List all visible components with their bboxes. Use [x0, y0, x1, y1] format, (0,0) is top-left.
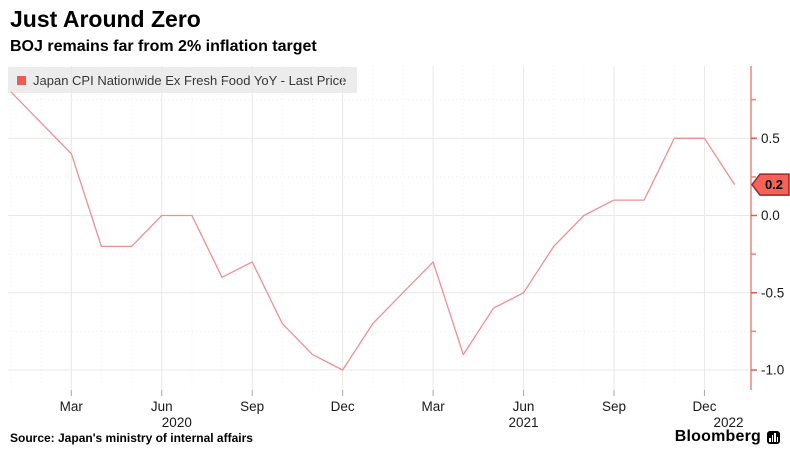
x-axis-year-label: 2021	[509, 415, 539, 430]
last-price-label: 0.2	[765, 177, 783, 192]
x-axis-label: Mar	[60, 399, 84, 414]
bloomberg-bars-icon	[767, 430, 780, 444]
x-axis-label: Jun	[151, 399, 173, 414]
last-price-badge	[751, 173, 790, 196]
x-axis-year-label: 2020	[162, 415, 192, 430]
bloomberg-wordmark: Bloomberg	[674, 428, 761, 445]
source-note: Source: Japan's ministry of internal aff…	[10, 431, 253, 445]
legend-label: Japan CPI Nationwide Ex Fresh Food YoY -…	[33, 72, 347, 88]
legend: Japan CPI Nationwide Ex Fresh Food YoY -…	[8, 67, 358, 93]
chart-title: Just Around Zero	[10, 6, 201, 32]
chart-subtitle: BOJ remains far from 2% inflation target	[10, 38, 317, 55]
y-axis-label: -0.5	[761, 285, 784, 300]
x-axis-label: Dec	[331, 399, 355, 414]
legend-swatch-icon	[17, 75, 26, 85]
y-axis-label: -1.0	[761, 363, 784, 378]
x-axis-label: Sep	[240, 399, 264, 414]
x-axis-label: Mar	[421, 399, 445, 414]
x-axis-label: Jun	[513, 399, 535, 414]
cpi-line-series	[10, 91, 736, 371]
x-axis-label: Sep	[602, 399, 626, 414]
bloomberg-brand: Bloomberg	[675, 428, 780, 446]
y-axis-label: 0.5	[761, 131, 780, 146]
x-axis-label: Dec	[692, 399, 716, 414]
y-axis-label: 0.0	[761, 208, 780, 223]
